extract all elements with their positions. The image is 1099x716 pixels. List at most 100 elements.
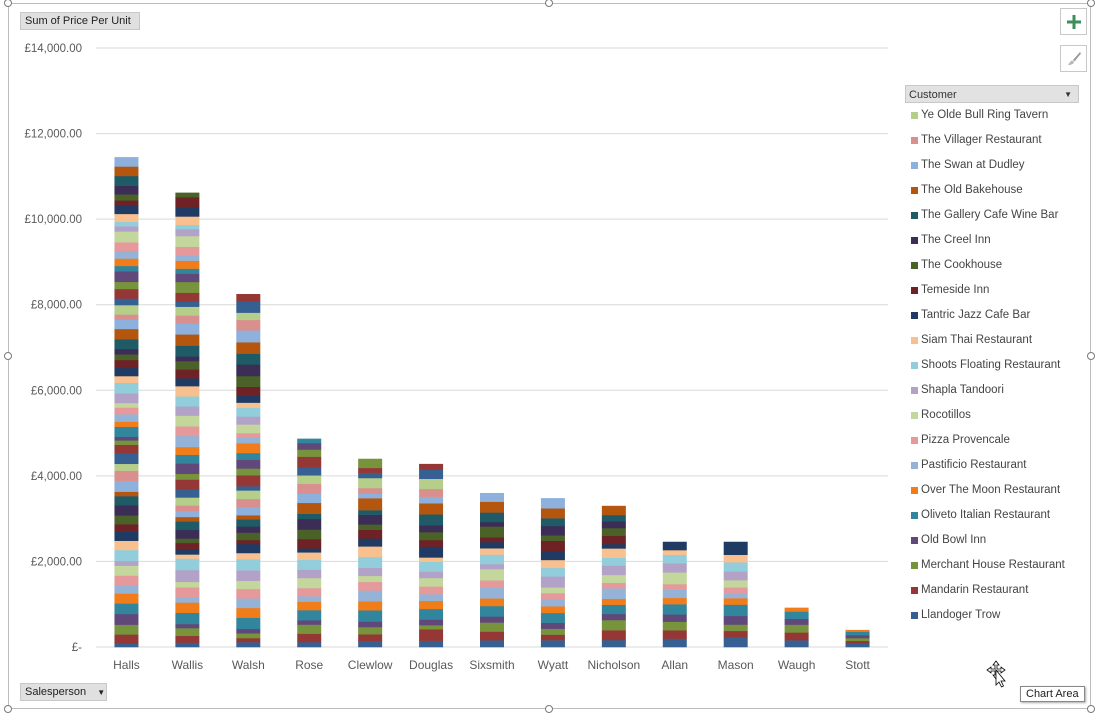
resize-handle-right[interactable] xyxy=(1087,352,1095,360)
legend-item[interactable]: The Villager Restaurant xyxy=(905,128,1079,153)
legend-item[interactable]: Tantric Jazz Cafe Bar xyxy=(905,303,1079,328)
y-tick-label: £8,000.00 xyxy=(31,300,82,312)
bar-segment xyxy=(175,635,200,643)
bar-segment xyxy=(358,529,383,539)
bar-segment xyxy=(662,550,687,555)
bar-segment xyxy=(236,443,261,454)
salesperson-field-button[interactable]: Salesperson ▼ xyxy=(20,683,107,701)
bar-segment xyxy=(236,570,261,581)
bar-segment xyxy=(540,587,565,594)
legend-label: Merchant House Restaurant xyxy=(921,559,1065,571)
legend-label: Shapla Tandoori xyxy=(921,384,1004,396)
bar-segment xyxy=(175,378,200,387)
legend-item[interactable]: Merchant House Restaurant xyxy=(905,553,1079,578)
legend-swatch xyxy=(911,112,918,119)
bar-segment xyxy=(297,456,322,468)
bar-segment xyxy=(114,185,139,195)
bar-segment xyxy=(236,633,261,639)
bar-segment xyxy=(540,525,565,536)
resize-handle-bottom[interactable] xyxy=(545,705,553,713)
bar-segment xyxy=(175,473,200,480)
legend-item[interactable]: The Swan at Dudley xyxy=(905,153,1079,178)
legend-item[interactable]: Over The Moon Restaurant xyxy=(905,478,1079,503)
bar-segment xyxy=(114,375,139,384)
legend-item[interactable]: Llandoger Trow xyxy=(905,603,1079,628)
y-tick-label: £6,000.00 xyxy=(31,385,82,397)
bar-segment xyxy=(480,548,504,555)
bar-segment xyxy=(175,463,200,475)
bar-segment xyxy=(114,200,139,206)
resize-handle-bottom-right[interactable] xyxy=(1087,705,1095,713)
resize-handle-top[interactable] xyxy=(545,0,553,7)
chart-elements-button[interactable] xyxy=(1060,8,1087,35)
x-tick-label: Nicholson xyxy=(587,658,640,672)
bar-segment xyxy=(236,468,261,476)
bar-segment xyxy=(419,561,444,572)
legend-label: The Old Bakehouse xyxy=(921,184,1023,196)
bar-segment xyxy=(175,415,200,427)
bar-segment xyxy=(175,197,200,208)
value-field-button[interactable]: Sum of Price Per Unit xyxy=(20,12,140,30)
legend-item[interactable]: Mandarin Restaurant xyxy=(905,578,1079,603)
bar-segment xyxy=(114,367,139,377)
bar-segment xyxy=(114,157,139,167)
bar-segment xyxy=(419,488,444,497)
bar-segment xyxy=(358,601,383,611)
legend-item[interactable]: Pizza Provencale xyxy=(905,428,1079,453)
bar-segment xyxy=(723,624,748,632)
resize-handle-bottom-left[interactable] xyxy=(4,705,12,713)
bar-segment xyxy=(114,505,139,516)
bar-segment xyxy=(358,487,383,494)
bar-segment xyxy=(114,166,139,177)
bar-segment xyxy=(601,514,626,522)
bar-segment xyxy=(723,592,748,599)
bar-segment xyxy=(175,521,200,531)
legend-item[interactable]: The Cookhouse xyxy=(905,253,1079,278)
y-tick-label: £14,000.00 xyxy=(24,43,82,55)
legend-item[interactable]: Siam Thai Restaurant xyxy=(905,328,1079,353)
legend-label: Pizza Provencale xyxy=(921,434,1010,446)
bar-segment xyxy=(845,643,870,648)
legend-item[interactable]: Oliveto Italian Restaurant xyxy=(905,503,1079,528)
legend-item[interactable]: Pastificio Restaurant xyxy=(905,453,1079,478)
resize-handle-left[interactable] xyxy=(4,352,12,360)
legend-item[interactable]: The Old Bakehouse xyxy=(905,178,1079,203)
bar-segment xyxy=(236,436,261,444)
bar-segment xyxy=(175,292,200,302)
legend-item[interactable]: Ye Olde Bull Ring Tavern xyxy=(905,103,1079,128)
legend-swatch xyxy=(911,237,918,244)
legend-item[interactable]: Temeside Inn xyxy=(905,278,1079,303)
legend-item[interactable]: Old Bowl Inn xyxy=(905,528,1079,553)
legend-item[interactable]: The Creel Inn xyxy=(905,228,1079,253)
resize-handle-top-right[interactable] xyxy=(1087,0,1095,7)
legend-item[interactable]: The Gallery Cafe Wine Bar xyxy=(905,203,1079,228)
legend-item[interactable]: Shoots Floating Restaurant xyxy=(905,353,1079,378)
bar-segment xyxy=(601,505,626,516)
bar-segment xyxy=(419,539,444,547)
bar-segment xyxy=(419,625,444,630)
bar-segment xyxy=(297,601,322,611)
bar-segment xyxy=(236,395,261,403)
bar-segment xyxy=(419,525,444,533)
legend-item[interactable]: Rocotillos xyxy=(905,403,1079,428)
bar-segment xyxy=(175,224,200,230)
legend-item[interactable]: Shapla Tandoori xyxy=(905,378,1079,403)
bar-segment xyxy=(419,594,444,602)
bar-segment xyxy=(236,319,261,331)
bar-segment xyxy=(358,626,383,635)
bar-segment xyxy=(114,549,139,562)
bar-segment xyxy=(540,559,565,569)
bar-segment xyxy=(480,521,504,527)
bar-segment xyxy=(175,235,200,247)
legend-swatch xyxy=(911,137,918,144)
bar-segment xyxy=(419,586,444,595)
chart-styles-button[interactable] xyxy=(1060,45,1087,72)
bar-segment xyxy=(419,640,444,648)
bar-segment xyxy=(114,382,139,394)
bar-segment xyxy=(601,588,626,599)
bar-segment xyxy=(175,529,200,539)
resize-handle-top-left[interactable] xyxy=(4,0,12,7)
legend-label: Shoots Floating Restaurant xyxy=(921,359,1061,371)
customer-field-button[interactable]: Customer ▼ xyxy=(905,85,1079,103)
bar-segment xyxy=(114,354,139,361)
